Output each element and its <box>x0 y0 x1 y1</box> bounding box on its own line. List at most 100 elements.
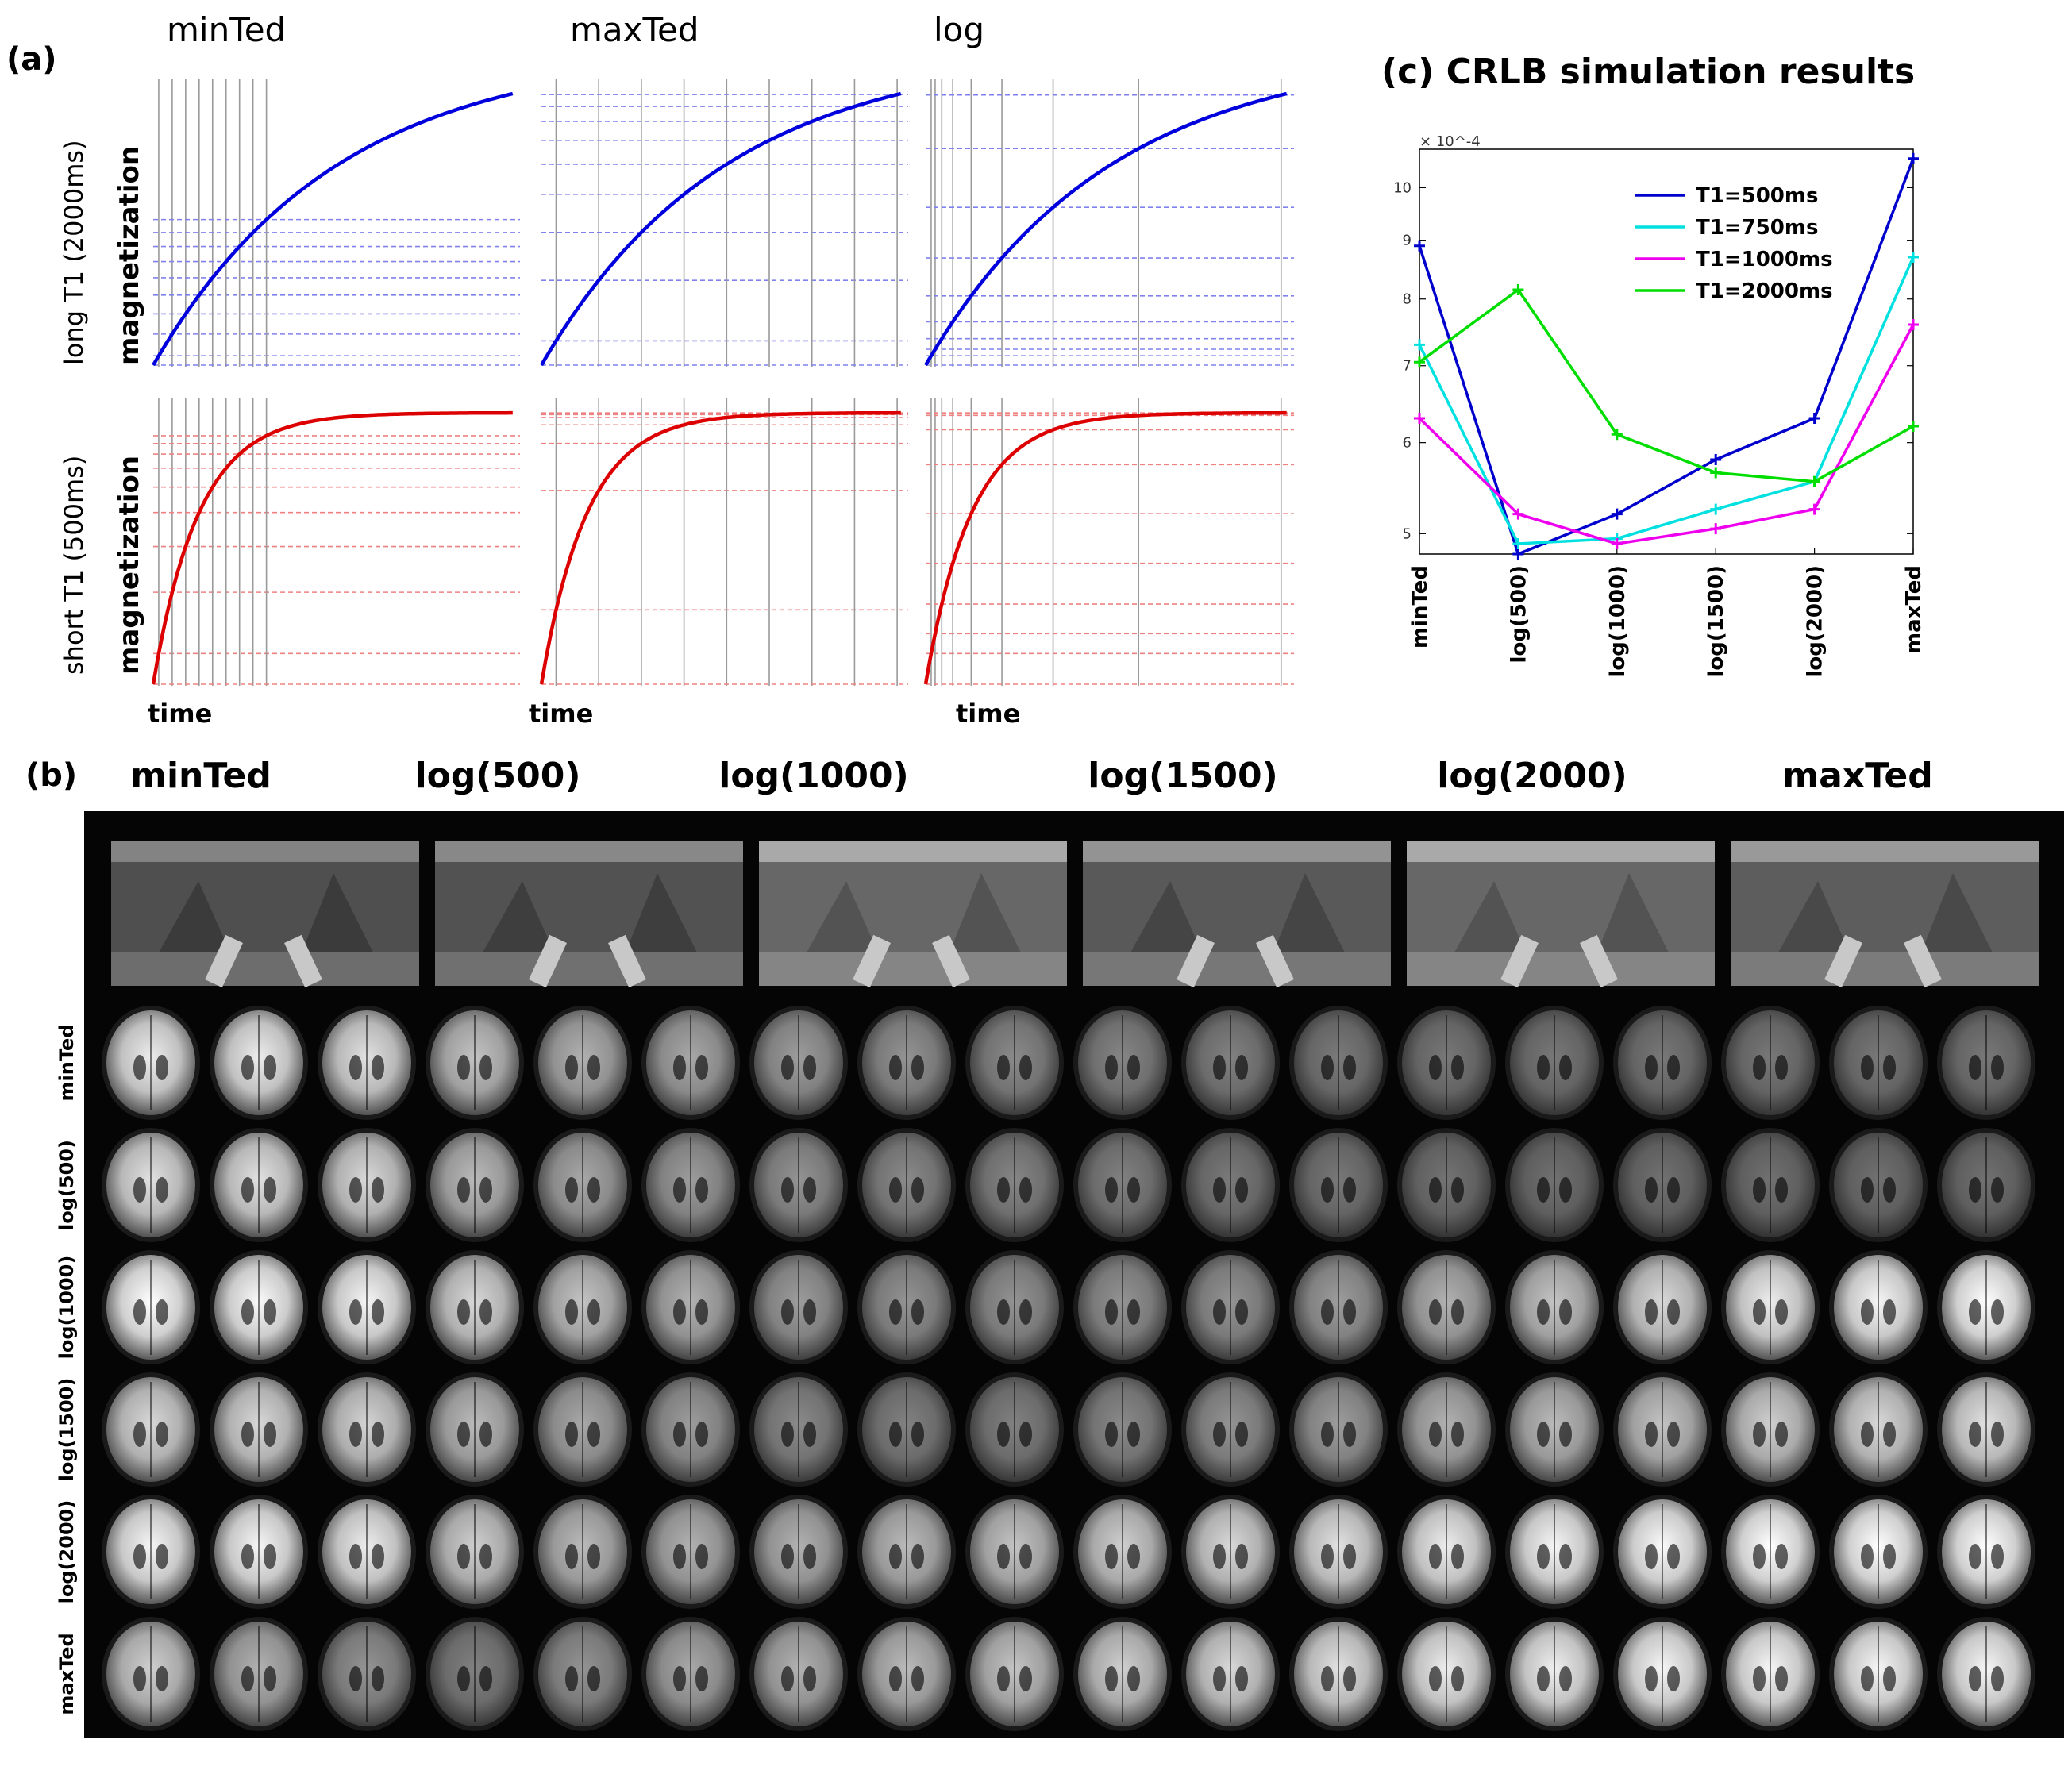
brain-slice <box>318 1495 416 1609</box>
data-point <box>1908 318 1919 330</box>
x-tick-label: log(1000) <box>1606 565 1630 678</box>
panel-a-plot-r0-c0 <box>152 79 520 367</box>
brain-slice <box>1397 1372 1496 1487</box>
data-point <box>1512 538 1524 550</box>
panel-b-row-label: log(500) <box>56 1140 78 1230</box>
data-point <box>1414 240 1425 252</box>
panel-b-row-label: minTed <box>56 1025 78 1102</box>
brain-slice <box>1937 1617 2035 1731</box>
brain-slice <box>641 1128 740 1242</box>
data-point <box>1414 412 1425 424</box>
brain-slice <box>641 1006 740 1120</box>
brain-slice <box>1613 1128 1712 1242</box>
brain-slice <box>533 1250 632 1364</box>
panel-b-col-title: log(1000) <box>718 756 909 796</box>
data-point <box>1611 538 1623 550</box>
recovery-curve <box>151 410 513 685</box>
data-point <box>1512 548 1524 560</box>
panel-a-row-sublabel-short: magnetization <box>114 456 145 675</box>
brain-slice <box>426 1372 524 1487</box>
brain-slice <box>210 1128 308 1242</box>
brain-slice <box>749 1128 848 1242</box>
panel-b-row-label: log(1000) <box>56 1256 78 1360</box>
brain-slice <box>857 1617 956 1731</box>
brain-slice <box>965 1617 1064 1731</box>
brain-slice <box>426 1617 524 1731</box>
chart-frame <box>1419 148 1914 555</box>
y-tick-label: 10 <box>1393 179 1412 196</box>
coronal-strip <box>1083 841 1391 988</box>
brain-slice <box>1505 1250 1604 1364</box>
y-tick-label: 6 <box>1403 435 1412 452</box>
panel-a-plot-r0-c2 <box>924 79 1294 367</box>
panel-a-column-titles: minTed maxTed log <box>167 10 984 49</box>
legend-entry: T1=750ms <box>1696 216 1818 240</box>
panel-b-letter: (b) <box>25 757 77 794</box>
brain-slice <box>1721 1495 1820 1609</box>
brain-slice <box>965 1006 1064 1120</box>
y-exponent-label: × 10^-4 <box>1419 133 1481 150</box>
brain-slice <box>210 1250 308 1364</box>
brain-slice <box>1073 1006 1172 1120</box>
brain-slice <box>1721 1006 1820 1120</box>
brain-slice <box>1505 1617 1604 1731</box>
brain-slice <box>102 1617 200 1731</box>
recovery-curve <box>152 91 514 367</box>
brain-slice <box>1289 1495 1388 1609</box>
series-T1=2000ms <box>1414 284 1919 487</box>
x-tick-label: maxTed <box>1902 565 1926 654</box>
brain-slice <box>1829 1617 1928 1731</box>
brain-slice <box>1613 1006 1712 1120</box>
brain-slice <box>1073 1617 1172 1731</box>
brain-slice <box>426 1495 524 1609</box>
brain-slice <box>1613 1250 1712 1364</box>
brain-slice <box>1397 1617 1496 1731</box>
chart-title: (c) CRLB simulation results <box>1381 52 1915 92</box>
panel-a-plots <box>151 79 1294 686</box>
panel-a-col-title-maxted: maxTed <box>570 10 699 49</box>
brain-slice <box>1721 1128 1820 1242</box>
brain-slice <box>1937 1495 2035 1609</box>
brain-slice <box>857 1372 956 1487</box>
brain-slice <box>1829 1495 1928 1609</box>
brain-slice <box>1937 1006 2035 1120</box>
brain-slice <box>318 1250 416 1364</box>
recovery-curve <box>540 91 902 367</box>
brain-slice <box>1613 1495 1712 1609</box>
data-point <box>1908 152 1919 164</box>
brain-slice <box>1289 1128 1388 1242</box>
panel-a-xlabel-2: time <box>529 698 593 729</box>
brain-slice <box>749 1617 848 1731</box>
panel-a-row-label-short: short T1 (500ms) <box>59 456 89 675</box>
brain-slice <box>749 1006 848 1120</box>
x-tick-label: log(2000) <box>1804 565 1827 678</box>
y-tick-label: 5 <box>1403 525 1412 542</box>
panel-a-row-sublabel-long: magnetization <box>114 146 145 365</box>
data-point <box>1908 421 1919 433</box>
brain-slice <box>1613 1617 1712 1731</box>
brain-slice <box>210 1372 308 1487</box>
x-tick-label: log(500) <box>1507 565 1531 663</box>
series-line <box>1418 287 1914 483</box>
panel-b-col-title: minTed <box>130 756 272 796</box>
brain-slice <box>857 1495 956 1609</box>
brain-slice <box>1181 1250 1280 1364</box>
brain-slice <box>857 1128 956 1242</box>
data-point <box>1414 339 1425 351</box>
brain-slice <box>1505 1495 1604 1609</box>
brain-slice <box>1181 1617 1280 1731</box>
panel-a-plot-r1-c2 <box>923 398 1294 686</box>
coronal-strip <box>1731 841 2039 988</box>
brain-slice <box>1937 1128 2035 1242</box>
brain-slice <box>965 1128 1064 1242</box>
panel-a-row-label-long: long T1 (2000ms) <box>59 140 89 365</box>
brain-slice <box>1289 1372 1388 1487</box>
data-point <box>1512 508 1524 520</box>
brain-slice <box>102 1250 200 1364</box>
data-point <box>1908 251 1919 263</box>
data-point <box>1710 467 1722 479</box>
data-point <box>1512 284 1524 296</box>
brain-slice <box>1181 1495 1280 1609</box>
panel-a-plot-r0-c1 <box>540 79 908 367</box>
panel-b-row-label: maxTed <box>56 1633 78 1714</box>
